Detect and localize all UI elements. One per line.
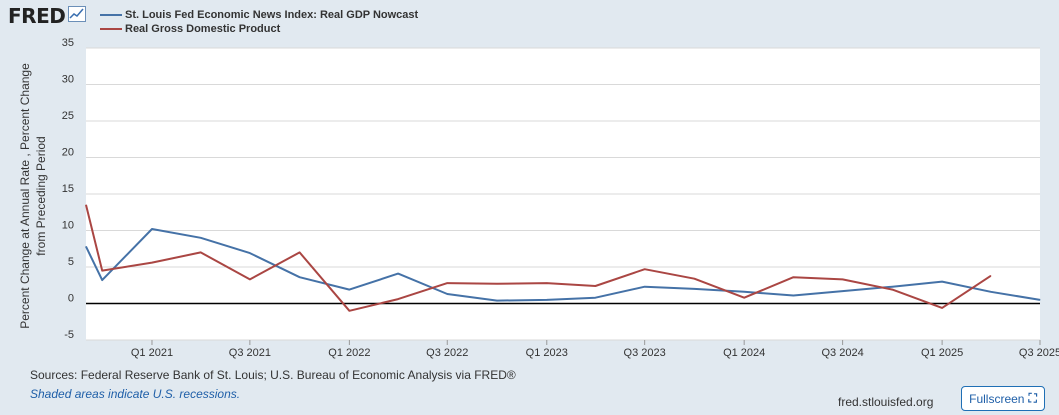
y-tick-label: 25 — [62, 110, 74, 122]
y-tick-label: 0 — [68, 293, 74, 305]
data-point — [891, 289, 893, 291]
x-tick-label: Q1 2021 — [131, 347, 173, 359]
series-line-gdp[interactable] — [85, 204, 992, 312]
data-point — [842, 290, 844, 292]
legend-label-gdp: Real Gross Domestic Product — [125, 23, 281, 35]
data-point — [842, 278, 844, 280]
data-point — [743, 291, 745, 293]
data-point — [990, 291, 992, 293]
data-point — [546, 299, 548, 301]
y-axis-ticks: 35 30 25 20 15 10 5 0 -5 — [62, 37, 74, 341]
data-point — [200, 251, 202, 253]
y-tick-label: 5 — [68, 256, 74, 268]
data-point — [941, 281, 943, 283]
data-point — [151, 262, 153, 264]
fullscreen-label: Fullscreen — [969, 391, 1025, 406]
data-point — [891, 286, 893, 288]
x-tick-label: Q1 2024 — [723, 347, 765, 359]
y-tick-label: 35 — [62, 37, 74, 49]
data-point — [594, 285, 596, 287]
x-tick-label: Q1 2023 — [526, 347, 568, 359]
y-tick-label: -5 — [64, 329, 74, 341]
data-point — [792, 294, 794, 296]
chart-legend: St. Louis Fed Economic News Index: Real … — [100, 8, 418, 36]
fred-logo[interactable]: FRED — [8, 4, 87, 28]
site-link[interactable]: fred.stlouisfed.org — [838, 395, 934, 409]
data-point — [101, 279, 103, 281]
data-point — [792, 276, 794, 278]
data-point — [693, 288, 695, 290]
data-point — [693, 278, 695, 280]
data-point — [85, 246, 87, 248]
x-tick-label: Q1 2022 — [328, 347, 370, 359]
expand-icon: ⛶ — [1028, 391, 1037, 405]
data-point — [546, 282, 548, 284]
y-axis-title-line-1: Percent Change at Annual Rate , Percent … — [18, 63, 32, 329]
data-point — [151, 228, 153, 230]
data-point — [644, 268, 646, 270]
footer-sources: Sources: Federal Reserve Bank of St. Lou… — [30, 368, 516, 382]
data-point — [249, 278, 251, 280]
fullscreen-button[interactable]: Fullscreen ⛶ — [961, 386, 1045, 411]
data-point — [397, 273, 399, 275]
legend-swatch-nowcast — [100, 14, 122, 16]
data-point — [941, 307, 943, 309]
data-point — [85, 204, 87, 206]
data-point — [348, 310, 350, 312]
data-point — [397, 298, 399, 300]
legend-label-nowcast: St. Louis Fed Economic News Index: Real … — [125, 9, 419, 21]
legend-item-gdp[interactable]: Real Gross Domestic Product — [100, 22, 418, 36]
data-point — [299, 251, 301, 253]
data-point — [743, 297, 745, 299]
data-point — [348, 289, 350, 291]
data-point — [446, 282, 448, 284]
x-tick-label: Q1 2025 — [921, 347, 963, 359]
line-chart-icon — [68, 5, 87, 27]
data-point — [496, 300, 498, 302]
data-point — [496, 283, 498, 285]
y-axis-title-line-2: from Preceding Period — [34, 136, 48, 255]
data-point — [249, 252, 251, 254]
data-point — [446, 293, 448, 295]
y-tick-label: 15 — [62, 183, 74, 195]
fred-logo-text: FRED — [8, 4, 66, 28]
data-point — [1039, 299, 1041, 301]
x-tick-label: Q3 2024 — [822, 347, 864, 359]
data-point — [200, 237, 202, 239]
y-tick-label: 30 — [62, 74, 74, 86]
legend-item-nowcast[interactable]: St. Louis Fed Economic News Index: Real … — [100, 8, 418, 22]
y-tick-label: 20 — [62, 147, 74, 159]
data-point — [644, 286, 646, 288]
x-tick-label: Q3 2021 — [229, 347, 271, 359]
x-tick-label: Q3 2022 — [426, 347, 468, 359]
data-point — [299, 276, 301, 278]
legend-swatch-gdp — [100, 28, 122, 30]
footer-recession-note: Shaded areas indicate U.S. recessions. — [30, 387, 241, 401]
data-point — [990, 275, 992, 277]
data-point — [101, 270, 103, 272]
x-axis-ticks: Q1 2021 Q3 2021 Q1 2022 Q3 2022 Q1 2023 Q3 20… — [131, 340, 1059, 359]
data-point — [594, 297, 596, 299]
series-lines — [85, 204, 1041, 312]
x-tick-label: Q3 2023 — [624, 347, 666, 359]
x-tick-label: Q3 2025 — [1019, 347, 1059, 359]
y-tick-label: 10 — [62, 220, 74, 232]
